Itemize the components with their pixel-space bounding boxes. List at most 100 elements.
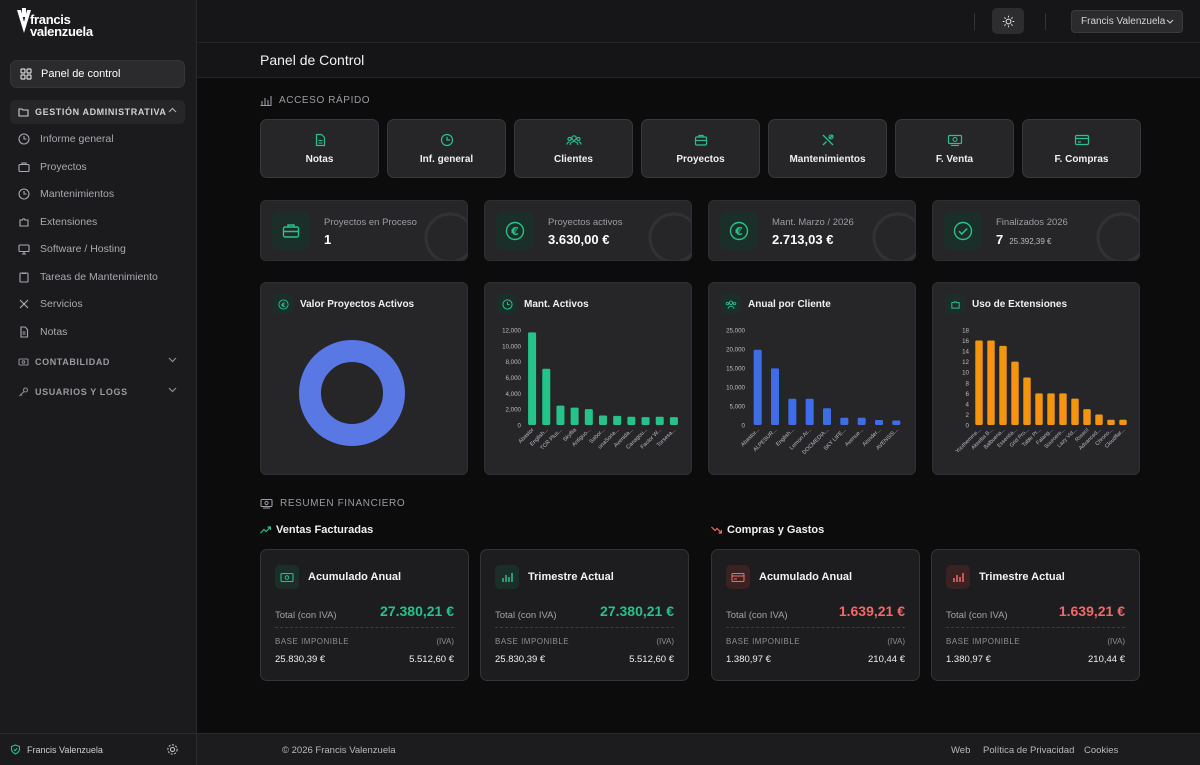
stat-label: Mant. Marzo / 2026 [772, 217, 854, 228]
logo-mark-icon [17, 8, 31, 33]
note-icon [315, 133, 325, 146]
quick-label: Proyectos [676, 153, 725, 165]
bar [1035, 393, 1043, 425]
base-value: 25.830,39 € [275, 654, 326, 665]
sidebar-item-tareas-mantenimiento[interactable]: Tareas de Mantenimiento [18, 271, 158, 283]
sidebar-item-servicios[interactable]: Servicios [18, 298, 83, 310]
trend-down-icon [711, 526, 722, 534]
theme-toggle-button[interactable] [992, 8, 1024, 34]
sidebar: francis valenzuela Panel de control GESTI… [0, 0, 197, 765]
quick-fcompras-button[interactable]: F. Compras [1022, 119, 1141, 178]
chart-card-anual-cliente: Anual por Cliente 25,000 20,000 15,000 10,0… [708, 282, 916, 475]
bar [788, 398, 797, 425]
stat-value: 2.713,03 € [772, 232, 834, 247]
card-icon-box [495, 565, 519, 589]
card-icon-box [275, 565, 299, 589]
section-label: ACCESO RÁPIDO [279, 95, 371, 106]
footer-link-cookies[interactable]: Cookies [1084, 745, 1119, 756]
sidebar-item-software-hosting[interactable]: Software / Hosting [18, 243, 126, 255]
stat-icon-box [272, 212, 310, 250]
euro-icon: € [277, 298, 289, 310]
chevron-down-icon [168, 387, 177, 393]
y-tick-label: 12 [962, 359, 969, 366]
sidebar-item-proyectos[interactable]: Proyectos [18, 161, 87, 173]
euro-icon: € [505, 221, 525, 241]
bar [528, 332, 537, 425]
users-icon [725, 300, 737, 309]
y-tick-label: 20,000 [726, 347, 745, 354]
quick-label: F. Venta [935, 153, 974, 165]
chevron-down-icon [168, 357, 177, 363]
stat-subvalue: 25.392,39 € [1009, 237, 1052, 246]
quick-label: Clientes [554, 153, 593, 165]
sidebar-section-gestion[interactable]: GESTIÓN ADMINISTRATIVA [10, 100, 185, 124]
chart-icon-box: € [273, 294, 293, 314]
bar [1023, 377, 1031, 425]
total-label: Total (con IVA) [275, 610, 337, 621]
bar [1119, 419, 1127, 425]
credit-card-icon [1074, 134, 1089, 145]
finance-heading: RESUMEN FINANCIERO [260, 498, 405, 509]
check-watermark-icon [1096, 212, 1139, 260]
y-tick-label: 2 [966, 412, 970, 419]
quick-fventa-button[interactable]: F. Venta [895, 119, 1014, 178]
sidebar-item-label: Panel de control [41, 68, 121, 80]
y-tick-label: 6 [966, 391, 970, 398]
chart-title: Valor Proyectos Activos [300, 298, 415, 310]
chart-title: Uso de Extensiones [972, 298, 1068, 310]
briefcase-watermark-icon [424, 212, 467, 260]
users-icon [565, 134, 582, 145]
chart-icon-box [721, 294, 741, 314]
euro-watermark-icon [872, 212, 915, 260]
purchases-title: Compras y Gastos [727, 524, 825, 536]
divider [495, 627, 674, 628]
user-menu-button[interactable]: Francis Valenzuela [1071, 10, 1183, 33]
iva-label: (IVA) [1107, 637, 1125, 646]
grid-icon [20, 68, 32, 80]
donut-slice [299, 340, 405, 446]
clock-icon [501, 298, 513, 310]
chart-card-valor-proyectos: € Valor Proyectos Activos [260, 282, 468, 475]
y-tick-label: 12,000 [502, 328, 521, 335]
quick-proyectos-button[interactable]: Proyectos [641, 119, 760, 178]
bar [1095, 414, 1103, 425]
quick-notas-button[interactable]: Notas [260, 119, 379, 178]
y-tick-label: 25,000 [726, 328, 745, 335]
quick-mantenimientos-button[interactable]: Mantenimientos [768, 119, 887, 178]
footer-link-privacidad[interactable]: Política de Privacidad [983, 745, 1075, 756]
base-value: 25.830,39 € [495, 654, 546, 665]
bar [1071, 398, 1079, 425]
gear-icon[interactable] [166, 743, 179, 756]
stat-label: Proyectos en Proceso [324, 217, 417, 228]
stat-icon-box: € [720, 212, 758, 250]
shield-check-icon [10, 744, 21, 755]
sidebar-item-extensiones[interactable]: Extensiones [18, 216, 97, 228]
footer-link-web[interactable]: Web [951, 745, 971, 756]
chart-card-uso-extensiones: Uso de Extensiones 18 16 14 12 10 8 6 4 2 0 Yoothe… [932, 282, 1140, 475]
brand-logo[interactable]: francis valenzuela [16, 8, 93, 38]
finance-card-title: Acumulado Anual [759, 571, 853, 583]
sidebar-item-panel-de-control[interactable]: Panel de control [10, 60, 185, 88]
quick-clientes-button[interactable]: Clientes [514, 119, 633, 178]
divider [275, 627, 454, 628]
sidebar-item-mantenimientos[interactable]: Mantenimientos [18, 188, 114, 200]
sidebar-item-informe-general[interactable]: Informe general [18, 133, 114, 145]
sidebar-item-label: Proyectos [40, 161, 87, 173]
euro-watermark-icon [648, 212, 691, 260]
clipboard-icon [19, 272, 29, 283]
quick-label: Inf. general [419, 153, 474, 165]
quick-informe-button[interactable]: Inf. general [387, 119, 506, 178]
sidebar-section-label: USUARIOS Y LOGS [35, 387, 128, 397]
iva-value: 210,44 € [868, 654, 905, 665]
total-label: Total (con IVA) [726, 610, 788, 621]
key-icon [19, 387, 29, 397]
bar [975, 340, 983, 425]
copyright: © 2026 Francis Valenzuela [282, 745, 396, 756]
sidebar-section-contabilidad[interactable]: CONTABILIDAD [10, 350, 185, 374]
y-tick-label: 10,000 [502, 343, 521, 350]
stat-label: Proyectos activos [548, 217, 623, 228]
sidebar-section-usuarios[interactable]: USUARIOS Y LOGS [10, 380, 185, 404]
bar [823, 408, 831, 425]
sidebar-item-notas[interactable]: Notas [18, 326, 67, 338]
section-label: RESUMEN FINANCIERO [280, 498, 406, 509]
